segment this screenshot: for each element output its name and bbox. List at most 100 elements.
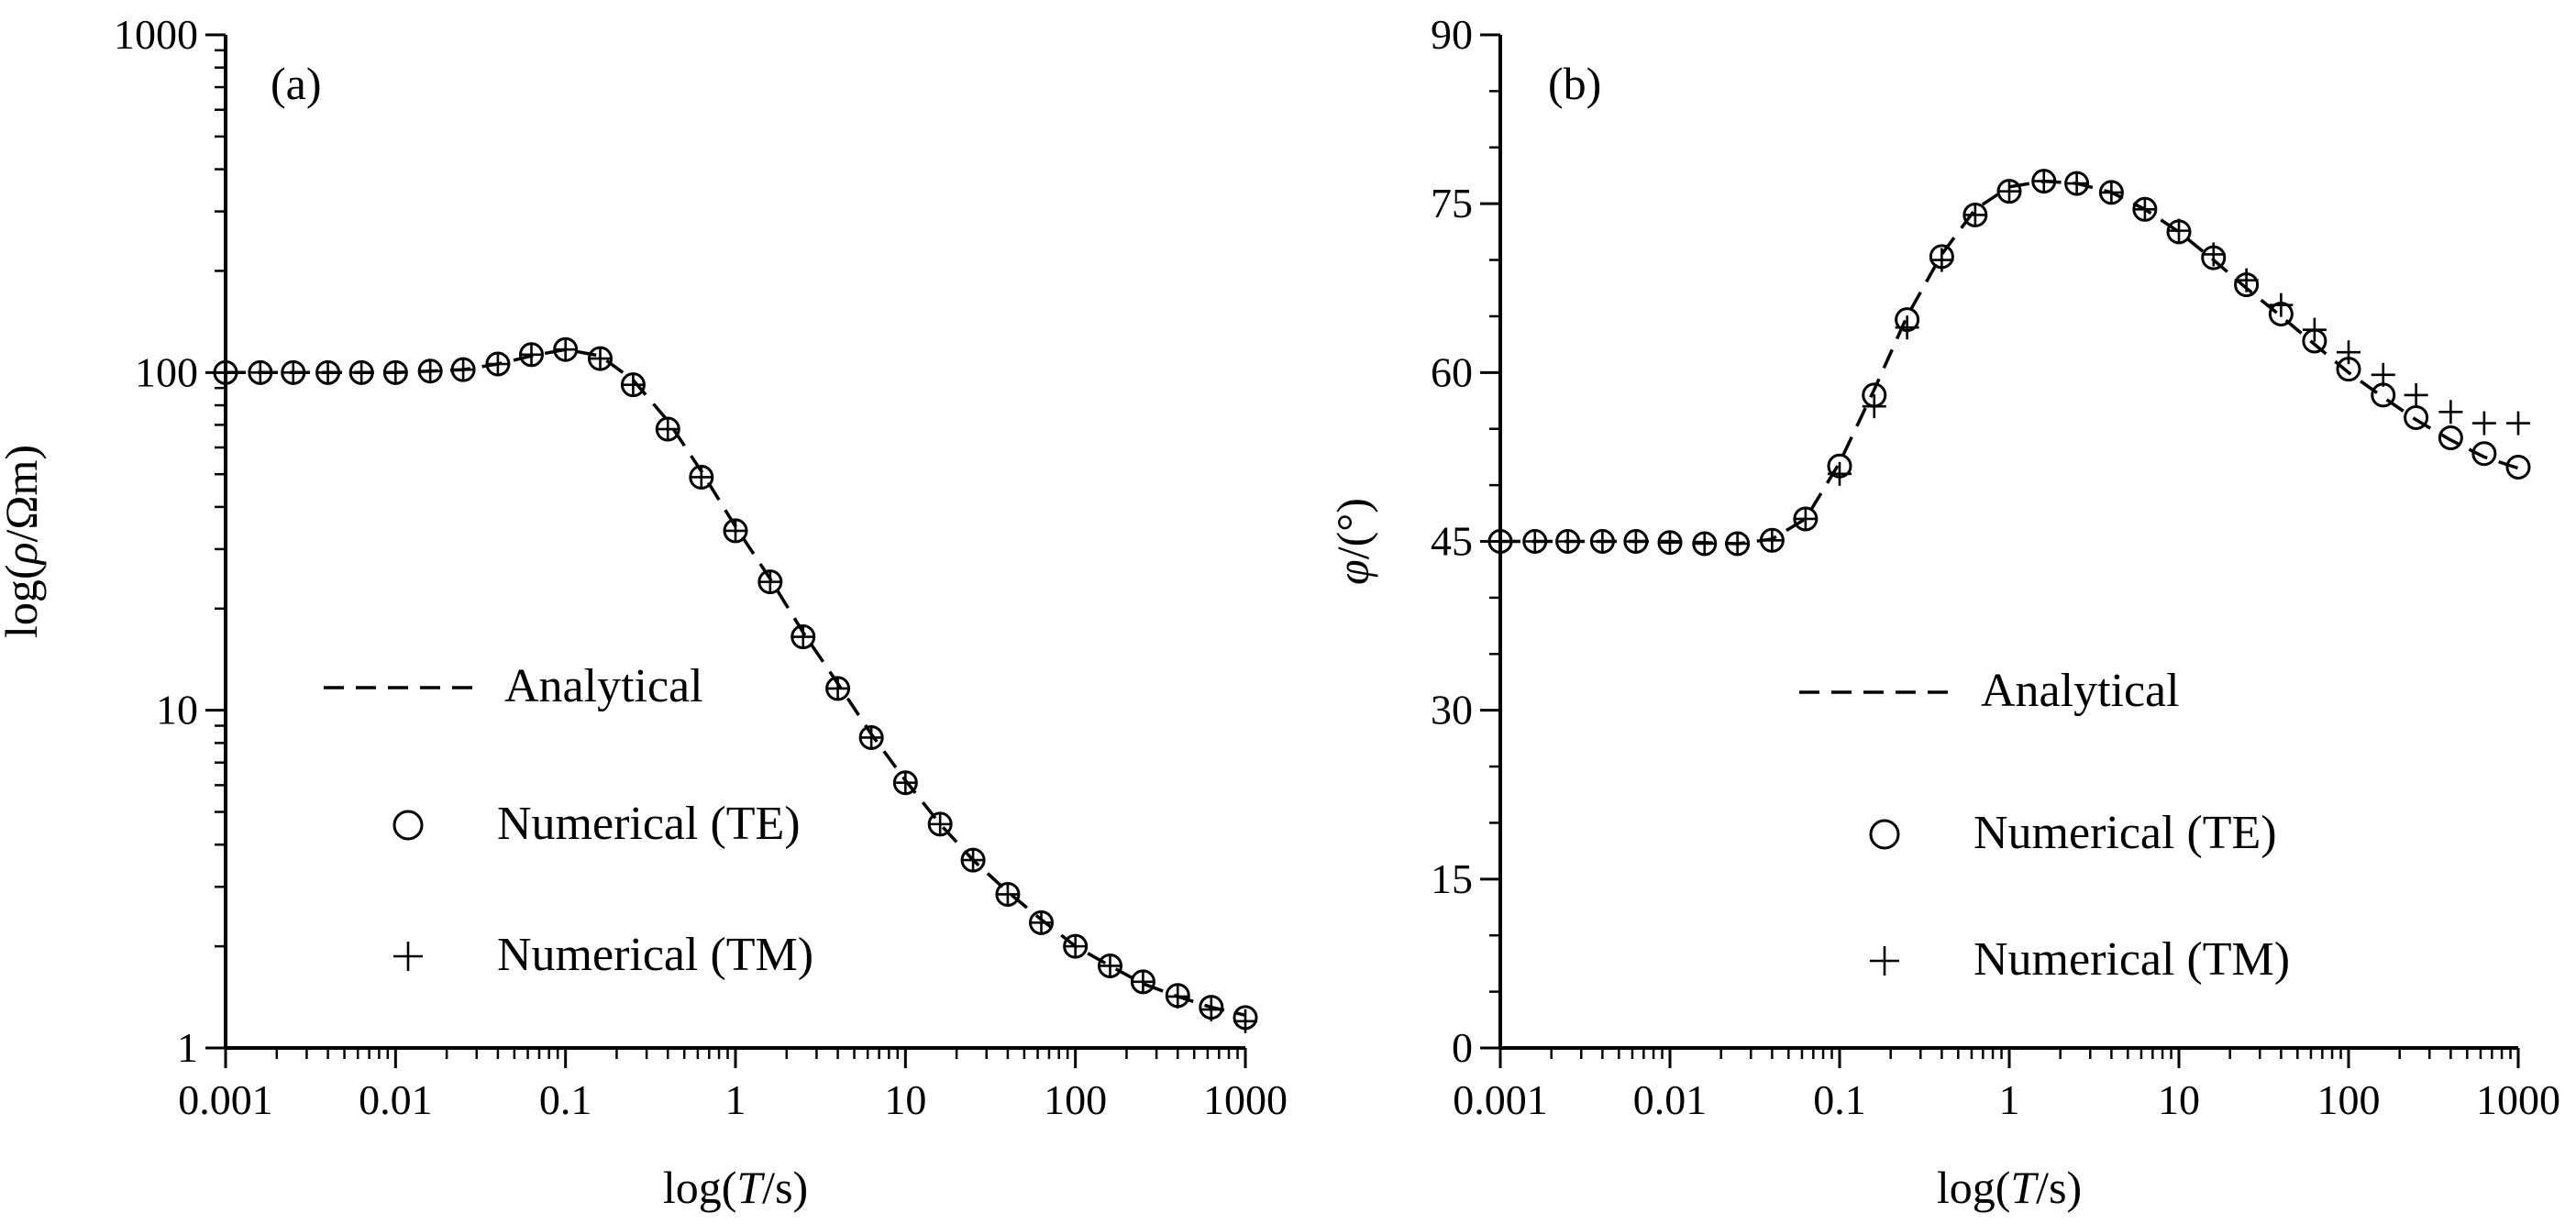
data-point-plus bbox=[519, 342, 544, 367]
x-axis-title-part: log( bbox=[1937, 1162, 2011, 1213]
panel-label: (b) bbox=[1548, 58, 1601, 109]
y-tick-label: 15 bbox=[1431, 855, 1473, 902]
legend-swatch-circle bbox=[392, 810, 424, 841]
y-axis-title-part: /(°) bbox=[1327, 498, 1378, 559]
data-point-plus bbox=[2438, 400, 2463, 425]
data-point-plus bbox=[1488, 529, 1512, 554]
legend-swatch-circle bbox=[1869, 819, 1900, 850]
legend-entry-label: Numerical (TE) bbox=[1973, 807, 2277, 859]
data-point-plus bbox=[1623, 529, 1648, 554]
data-point-plus bbox=[1725, 531, 1750, 556]
series-dashed-line bbox=[1500, 179, 2519, 546]
data-point-plus bbox=[2337, 340, 2360, 365]
data-point-plus bbox=[553, 337, 578, 362]
x-axis-title: log(T/s) bbox=[663, 1162, 808, 1213]
x-tick-label: 1000 bbox=[1203, 1076, 1288, 1123]
legend: Analytical Numerical (TE) Numerical (TM) bbox=[1799, 665, 2290, 986]
data-point-plus bbox=[418, 358, 443, 383]
x-axis-title-part: /s) bbox=[2036, 1162, 2082, 1213]
data-point-plus bbox=[1098, 954, 1122, 978]
data-point-plus bbox=[621, 372, 646, 397]
data-point-plus bbox=[790, 624, 815, 649]
data-point-plus bbox=[689, 465, 713, 490]
x-axis-title-part: T bbox=[2010, 1162, 2039, 1213]
data-point-plus bbox=[2099, 180, 2124, 204]
data-point-circle bbox=[2505, 454, 2531, 480]
y-tick-label: 0 bbox=[1452, 1024, 1473, 1071]
data-point-plus bbox=[656, 417, 680, 442]
data-point-plus bbox=[451, 358, 476, 382]
x-tick-label: 0.1 bbox=[539, 1076, 592, 1123]
y-axis-title-part: /Ωm) bbox=[0, 445, 47, 543]
x-tick-label: 0.001 bbox=[1453, 1076, 1548, 1123]
y-axis-title-part: ρ bbox=[0, 543, 47, 567]
y-axis-title: log(ρ/Ωm) bbox=[0, 445, 47, 638]
data-point-plus bbox=[928, 811, 953, 836]
x-axis-title-part: log( bbox=[663, 1162, 737, 1213]
data-point-plus bbox=[2471, 411, 2496, 436]
data-point-plus bbox=[961, 848, 986, 873]
x-tick-label: 10 bbox=[884, 1076, 926, 1123]
data-point-plus bbox=[1997, 179, 2021, 204]
legend-swatch-plus bbox=[393, 942, 423, 971]
data-point-plus bbox=[1199, 998, 1223, 1022]
data-point-plus bbox=[281, 360, 305, 385]
data-point-plus bbox=[2064, 171, 2089, 196]
y-axis-title: φ/(°) bbox=[1327, 498, 1378, 585]
y-tick-label: 30 bbox=[1431, 687, 1473, 733]
analytical-curve bbox=[226, 347, 1246, 1018]
data-point-plus bbox=[1131, 969, 1155, 994]
y-tick-label: 90 bbox=[1431, 11, 1473, 58]
data-point-circle bbox=[2471, 441, 2497, 467]
y-tick-label: 100 bbox=[135, 348, 198, 395]
data-point-plus bbox=[2269, 292, 2294, 317]
x-axis-title-part: /s) bbox=[762, 1162, 808, 1213]
data-point-plus bbox=[248, 360, 272, 385]
data-point-plus bbox=[1895, 315, 1919, 340]
y-tick-label: 45 bbox=[1431, 518, 1473, 565]
data-point-plus bbox=[1590, 529, 1615, 554]
legend-entry-label: Numerical (TM) bbox=[1973, 933, 2290, 986]
data-point-plus bbox=[1555, 529, 1580, 554]
data-point-plus bbox=[2167, 218, 2191, 243]
data-point-plus bbox=[995, 882, 1020, 907]
data-point-plus bbox=[214, 360, 238, 385]
y-tick-label: 75 bbox=[1431, 180, 1473, 226]
x-axis-title-part: T bbox=[736, 1162, 765, 1213]
series-dashed-line bbox=[226, 347, 1246, 1018]
legend-entry-label: Analytical bbox=[1981, 665, 2180, 717]
data-point-plus bbox=[2506, 411, 2530, 436]
data-point-plus bbox=[1828, 461, 1852, 486]
data-point-plus bbox=[893, 770, 918, 795]
y-tick-label: 1000 bbox=[114, 11, 198, 58]
data-point-plus bbox=[383, 360, 408, 385]
data-point-plus bbox=[1962, 203, 1987, 227]
series-plus bbox=[214, 337, 1257, 1033]
data-point-plus bbox=[825, 676, 850, 700]
legend-swatch-plus bbox=[1870, 946, 1899, 976]
data-point-plus bbox=[1522, 529, 1547, 554]
series-circle bbox=[1487, 169, 2531, 557]
data-point-plus bbox=[1793, 506, 1818, 531]
data-point-plus bbox=[1233, 1009, 1257, 1033]
data-point-plus bbox=[1862, 394, 1886, 419]
data-point-plus bbox=[2302, 317, 2327, 342]
x-tick-label: 0.01 bbox=[1633, 1076, 1708, 1123]
y-tick-label: 1 bbox=[177, 1024, 198, 1071]
data-point-plus bbox=[2371, 362, 2395, 387]
data-point-plus bbox=[1166, 984, 1190, 1009]
data-point-plus bbox=[2234, 268, 2259, 292]
x-tick-label: 100 bbox=[2317, 1076, 2381, 1123]
x-tick-label: 10 bbox=[2158, 1076, 2200, 1123]
data-point-plus bbox=[2031, 169, 2056, 193]
data-point-plus bbox=[485, 352, 510, 377]
data-point-plus bbox=[2132, 197, 2157, 222]
chart-panel-b: 0.001 0.01 0.1 1 10 100 1000 0 15 30 45 60 75 90 log(T… bbox=[1327, 11, 2560, 1213]
panel-label: (a) bbox=[271, 58, 322, 109]
data-point-plus bbox=[2404, 382, 2428, 407]
data-point-plus bbox=[2201, 242, 2226, 267]
x-tick-label: 0.001 bbox=[178, 1076, 273, 1123]
data-point-plus bbox=[859, 725, 884, 750]
y-tick-label: 60 bbox=[1431, 348, 1473, 395]
